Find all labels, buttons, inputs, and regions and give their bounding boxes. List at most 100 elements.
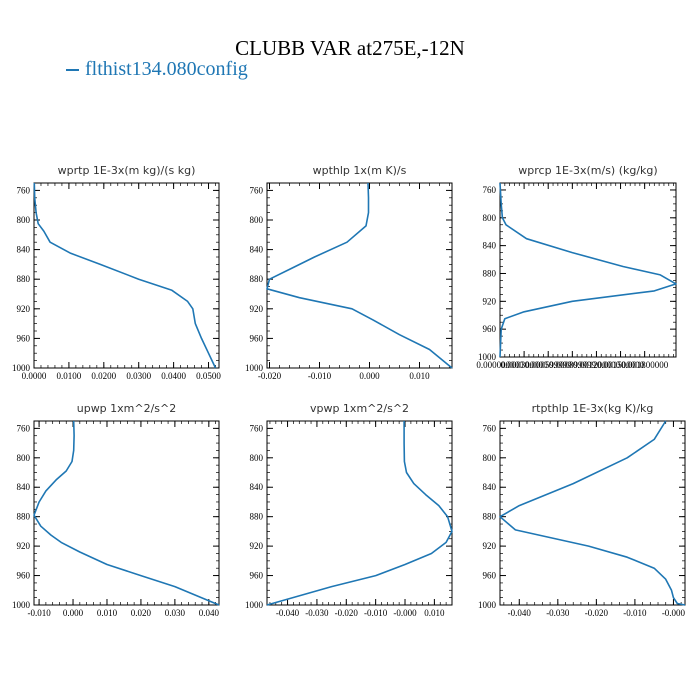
x-tick-label: 0.000 <box>63 608 84 618</box>
x-tick-label: -0.000 <box>662 608 686 618</box>
x-tick-label: 0.001200000 <box>573 360 621 370</box>
series-line <box>499 420 686 606</box>
y-tick-label: 840 <box>17 245 31 255</box>
legend: flthist134.080config <box>66 58 248 81</box>
y-tick-label: 1000 <box>245 363 264 373</box>
y-tick-label: 800 <box>483 213 497 223</box>
y-tick-label: 800 <box>17 453 31 463</box>
series-line <box>499 182 677 358</box>
series-line <box>266 421 453 606</box>
y-tick-label: 960 <box>17 333 31 343</box>
plot-frame <box>499 420 686 606</box>
subplot-title: wpthlp 1x(m K)/s <box>313 164 407 177</box>
plot-frame <box>266 182 453 369</box>
x-tick-label: 0.020 <box>131 608 152 618</box>
y-tick-label: 760 <box>483 423 497 433</box>
x-tick-label: -0.020 <box>258 371 282 381</box>
y-tick-label: 1000 <box>12 363 31 373</box>
x-tick-label: 0.0200 <box>91 371 116 381</box>
y-tick-label: 880 <box>250 512 264 522</box>
x-tick-label: -0.010 <box>364 608 388 618</box>
y-tick-label: 920 <box>483 541 497 551</box>
x-tick-label: 0.0400 <box>161 371 186 381</box>
y-tick-label: 800 <box>483 453 497 463</box>
x-tick-label: -0.020 <box>585 608 609 618</box>
y-tick-label: 880 <box>17 274 31 284</box>
x-tick-label: 0.010 <box>409 371 430 381</box>
y-tick-label: 760 <box>17 423 31 433</box>
y-tick-label: 880 <box>250 274 264 284</box>
y-tick-label: 760 <box>250 185 264 195</box>
x-tick-label: 0.030 <box>165 608 186 618</box>
subplot-title: rtpthlp 1E-3x(kg K)/kg <box>532 402 654 415</box>
x-tick-label: -0.010 <box>27 608 51 618</box>
plot-frame <box>499 182 677 358</box>
y-tick-label: 920 <box>17 541 31 551</box>
x-tick-label: -0.040 <box>276 608 300 618</box>
y-tick-label: 960 <box>483 571 497 581</box>
x-tick-label: 0.000300000 <box>500 360 548 370</box>
plot-frame <box>33 182 220 369</box>
subplot-title: upwp 1xm^2/s^2 <box>77 402 177 415</box>
x-tick-label: -0.000 <box>393 608 417 618</box>
x-tick-label: 0.000 <box>359 371 380 381</box>
y-tick-label: 960 <box>17 571 31 581</box>
plot-frame <box>266 420 453 606</box>
x-tick-label: 0.0300 <box>126 371 151 381</box>
y-tick-label: 1000 <box>478 600 497 610</box>
subplot-title: wprcp 1E-3x(m/s) (kg/kg) <box>518 164 657 177</box>
x-tick-label: 0.0000 <box>22 371 47 381</box>
y-tick-label: 1000 <box>12 600 31 610</box>
y-tick-label: 920 <box>483 296 497 306</box>
y-tick-label: 960 <box>250 333 264 343</box>
subplot-6: rtpthlp 1E-3x(kg K)/kg 760 800 840 880 920 960… <box>478 402 686 618</box>
y-tick-label: 920 <box>250 541 264 551</box>
subplot-2: wpthlp 1x(m K)/s7608008408809209601000-0… <box>245 164 453 381</box>
subplot-5: vpwp 1xm^2/s^2 760 800 840 880 920 960 1000 -0.0… <box>245 402 453 618</box>
subplot-1: wprtp 1E-3x(m kg)/(s kg) 760 800 840 880 920 9… <box>12 164 221 381</box>
series-line <box>33 420 220 606</box>
x-tick-label: 0.000000000 <box>476 360 524 370</box>
subplot-title: wprtp 1E-3x(m kg)/(s kg) <box>58 164 196 177</box>
y-tick-label: 840 <box>250 482 264 492</box>
x-tick-label: 0.010 <box>97 608 118 618</box>
subplot-title: vpwp 1xm^2/s^2 <box>310 402 409 415</box>
x-tick-label: 0.010 <box>424 608 445 618</box>
x-tick-label: 0.000899999 <box>549 360 597 370</box>
subplot-4: upwp 1xm^2/s^2 760 800 840 880 920 960 1000-0.0… <box>12 402 220 618</box>
x-tick-label: -0.010 <box>623 608 647 618</box>
x-tick-label: -0.020 <box>335 608 359 618</box>
series-line <box>266 182 453 369</box>
y-tick-label: 840 <box>250 245 264 255</box>
series-line <box>33 182 217 369</box>
y-tick-label: 760 <box>17 185 31 195</box>
y-tick-label: 760 <box>483 185 497 195</box>
y-tick-label: 840 <box>483 241 497 251</box>
legend-label: flthist134.080config <box>85 58 248 80</box>
y-tick-label: 880 <box>483 512 497 522</box>
y-tick-label: 920 <box>250 304 264 314</box>
x-tick-label: 0.001800000 <box>621 360 669 370</box>
x-tick-label: -0.040 <box>508 608 532 618</box>
y-tick-label: 840 <box>483 482 497 492</box>
y-tick-label: 840 <box>17 482 31 492</box>
legend-line-swatch <box>66 69 79 72</box>
y-tick-label: 800 <box>17 215 31 225</box>
y-tick-label: 960 <box>250 571 264 581</box>
y-tick-label: 960 <box>483 324 497 334</box>
y-tick-label: 1000 <box>478 352 497 362</box>
y-tick-label: 880 <box>17 512 31 522</box>
plot-frame <box>33 420 220 606</box>
x-tick-label: 0.0500 <box>196 371 221 381</box>
y-tick-label: 800 <box>250 453 264 463</box>
x-tick-label: -0.030 <box>546 608 570 618</box>
x-tick-label: 0.000599999 <box>525 360 573 370</box>
x-tick-label: -0.010 <box>308 371 332 381</box>
y-tick-label: 760 <box>250 423 264 433</box>
y-tick-label: 800 <box>250 215 264 225</box>
x-tick-label: 0.040 <box>199 608 220 618</box>
subplot-3: wprcp 1E-3x(m/s) (kg/kg) 760 800 840 880 920 9… <box>476 164 677 370</box>
y-tick-label: 1000 <box>245 600 264 610</box>
y-tick-label: 920 <box>17 304 31 314</box>
